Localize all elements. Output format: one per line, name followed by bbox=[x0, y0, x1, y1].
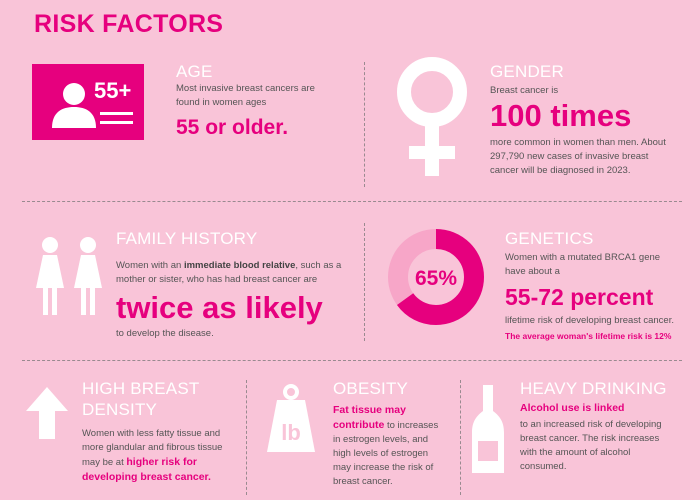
gender-highlight: 100 times bbox=[490, 98, 632, 133]
obesity-heading: OBESITY bbox=[333, 379, 409, 398]
drinking-highlight: Alcohol use is linked bbox=[520, 402, 625, 414]
genetics-heading: GENETICS bbox=[505, 229, 594, 248]
genetics-donut-chart: 65% bbox=[388, 229, 484, 325]
density-heading-line2: DENSITY bbox=[82, 400, 158, 419]
age-badge-label: 55+ bbox=[94, 78, 132, 103]
age-badge: 55+ bbox=[32, 64, 144, 140]
density-text: Women with less fatty tissue and more gl… bbox=[82, 427, 232, 485]
donut-label: 65% bbox=[415, 267, 457, 290]
obesity-highlight: Fat tissue may contribute bbox=[333, 404, 406, 431]
density-highlight: higher risk for developing breast cancer… bbox=[82, 456, 211, 483]
divider-horizontal-2 bbox=[22, 360, 682, 361]
gender-heading: GENDER bbox=[490, 62, 564, 81]
divider-vertical-middle bbox=[364, 223, 365, 341]
family-history-text-after: to develop the disease. bbox=[116, 328, 214, 339]
genetics-text-after: lifetime risk of developing breast cance… bbox=[505, 315, 674, 326]
donut-arc bbox=[388, 229, 484, 325]
age-highlight: 55 or older. bbox=[176, 116, 289, 139]
family-history-text: Women with an immediate blood relative, … bbox=[116, 259, 356, 287]
drinking-text: to an increased risk of developing breas… bbox=[520, 419, 662, 472]
age-text: Most invasive breast cancers are found i… bbox=[176, 83, 315, 108]
weight-icon: lb bbox=[267, 384, 315, 452]
density-text-plain: Women with less fatty tissue and more gl… bbox=[82, 428, 223, 468]
divider-vertical-bottom-right bbox=[460, 380, 461, 495]
two-women-icon bbox=[36, 237, 102, 315]
female-symbol-icon bbox=[397, 57, 467, 176]
family-history-text-bold: immediate blood relative bbox=[183, 260, 296, 271]
genetics-highlight: 55-72 percent bbox=[505, 284, 654, 310]
page-title: RISK FACTORS bbox=[34, 10, 224, 38]
age-heading: AGE bbox=[176, 62, 213, 81]
divider-vertical-top bbox=[364, 62, 365, 187]
genetics-text: Women with a mutated BRCA1 gene have abo… bbox=[505, 252, 661, 277]
obesity-text-plain: to increases in estrogen levels, and hig… bbox=[333, 420, 439, 487]
gender-text-after: more common in women than men. About 297… bbox=[490, 137, 666, 176]
person-icon bbox=[52, 83, 133, 128]
drinking-heading: HEAVY DRINKING bbox=[520, 379, 667, 398]
genetics-note: The average woman's lifetime risk is 12% bbox=[505, 331, 672, 341]
bottle-icon bbox=[472, 385, 504, 473]
obesity-text: Fat tissue may contribute to increases i… bbox=[333, 403, 443, 489]
family-history-text-a: Women with an bbox=[116, 260, 184, 271]
density-heading-line1: HIGH BREAST bbox=[82, 379, 200, 398]
weight-icon-label: lb bbox=[281, 420, 301, 445]
divider-horizontal-1 bbox=[22, 201, 682, 202]
divider-vertical-bottom-left bbox=[246, 380, 247, 495]
gender-text-before: Breast cancer is bbox=[490, 85, 559, 96]
family-history-highlight: twice as likely bbox=[116, 290, 323, 325]
family-history-heading: FAMILY HISTORY bbox=[116, 229, 258, 248]
up-arrow-icon bbox=[26, 387, 68, 439]
family-history-text-b: , such as a mother or sister, who has ha… bbox=[116, 260, 342, 285]
